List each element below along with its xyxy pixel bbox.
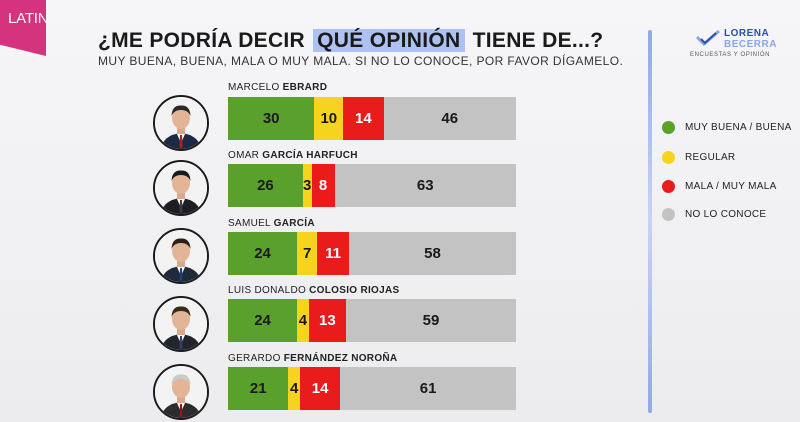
candidate-last-name: FERNÁNDEZ NOROÑA (283, 353, 398, 364)
bar-segment-unknown: 63 (334, 164, 516, 207)
avatar (153, 364, 209, 420)
legend-item: NO LO CONOCE (662, 208, 766, 221)
bar-segment-regular: 4 (288, 367, 300, 410)
stacked-bar: 24 4 13 59 (228, 299, 516, 342)
bar-segment-unknown: 58 (348, 232, 516, 275)
pollster-tagline: ENCUESTAS Y OPINIÓN (690, 52, 771, 58)
legend-swatch (662, 151, 675, 164)
candidate-first-name: MARCELO (228, 82, 283, 93)
bar-segment-bad: 14 (343, 97, 384, 140)
person-icon (155, 97, 207, 149)
legend-label: MUY BUENA / BUENA (685, 122, 792, 133)
legend-swatch (662, 208, 675, 221)
logo-suffix: US (48, 10, 69, 27)
candidate-last-name: COLOSIO RIOJAS (309, 285, 400, 296)
bar-segment-bad: 8 (311, 164, 335, 207)
candidate-first-name: SAMUEL (228, 218, 274, 229)
avatar (153, 95, 209, 151)
bar-segment-bad: 11 (317, 232, 349, 275)
bar-segment-regular: 10 (314, 97, 344, 140)
person-icon (155, 298, 207, 350)
bar-segment-good: 26 (228, 164, 303, 207)
bar-segment-good: 24 (228, 232, 298, 275)
divider-line (648, 30, 652, 413)
chart-subtitle: MUY BUENA, BUENA, MALA O MUY MALA. SI NO… (98, 54, 624, 68)
legend-item: REGULAR (662, 151, 735, 164)
candidate-name: LUIS DONALDO COLOSIO RIOJAS (228, 285, 399, 296)
candidate-first-name: OMAR (228, 150, 263, 161)
chart-title: ¿ME PODRÍA DECIR QUÉ OPINIÓN TIENE DE...… (98, 29, 603, 53)
bar-segment-good: 30 (228, 97, 315, 140)
candidate-name: SAMUEL GARCÍA (228, 218, 315, 229)
legend-label: MALA / MUY MALA (685, 181, 777, 192)
bar-segment-unknown: 59 (346, 299, 516, 342)
candidate-name: MARCELO EBRARD (228, 82, 327, 93)
candidate-name: GERARDO FERNÁNDEZ NOROÑA (228, 353, 397, 364)
pollster-check-icon (696, 30, 720, 46)
logo-prefix: LATIN (8, 10, 49, 27)
bar-segment-good: 24 (228, 299, 298, 342)
candidate-last-name: GARCÍA (273, 218, 315, 229)
person-icon (155, 230, 207, 282)
bar-segment-regular: 3 (302, 164, 312, 207)
avatar (153, 160, 209, 216)
person-icon (155, 162, 207, 214)
pollster-name-2: BECERRA (724, 39, 777, 50)
candidate-first-name: LUIS DONALDO (228, 285, 310, 296)
bar-segment-bad: 14 (299, 367, 341, 410)
candidate-name: OMAR GARCÍA HARFUCH (228, 150, 358, 161)
latinus-logo: LATINUS (0, 0, 46, 56)
stacked-bar: 30 10 14 46 (228, 97, 516, 140)
latinus-logo-text: LATINUS (8, 10, 69, 27)
person-icon (155, 366, 207, 418)
legend-item: MUY BUENA / BUENA (662, 121, 792, 134)
bar-segment-bad: 13 (308, 299, 347, 342)
bar-segment-good: 21 (228, 367, 289, 410)
avatar (153, 228, 209, 284)
candidate-last-name: GARCÍA HARFUCH (262, 150, 358, 161)
stacked-bar: 24 7 11 58 (228, 232, 516, 275)
avatar (153, 296, 209, 352)
title-pre: ¿ME PODRÍA DECIR (98, 29, 306, 52)
bar-segment-regular: 4 (297, 299, 309, 342)
legend-label: REGULAR (685, 152, 736, 163)
legend-item: MALA / MUY MALA (662, 180, 777, 193)
stacked-bar: 21 4 14 61 (228, 367, 516, 410)
candidate-last-name: EBRARD (282, 82, 328, 93)
bar-segment-unknown: 46 (383, 97, 516, 140)
bar-segment-regular: 7 (297, 232, 318, 275)
title-post: TIENE DE...? (472, 29, 604, 52)
pollster-name-1: LORENA (724, 28, 770, 39)
legend-swatch (662, 180, 675, 193)
bar-segment-unknown: 61 (340, 367, 516, 410)
legend-label: NO LO CONOCE (685, 209, 767, 220)
pollster-logo: LORENA BECERRA ENCUESTAS Y OPINIÓN (690, 28, 790, 60)
candidate-first-name: GERARDO (228, 353, 284, 364)
stacked-bar: 26 3 8 63 (228, 164, 516, 207)
legend-swatch (662, 121, 675, 134)
title-highlight: QUÉ OPINIÓN (313, 29, 465, 52)
